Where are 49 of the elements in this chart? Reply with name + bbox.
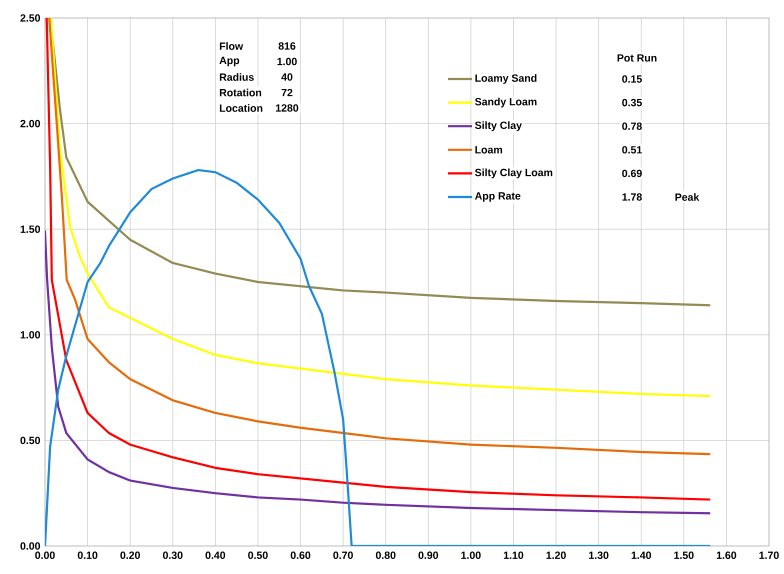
x-tick-label: 0.90	[418, 552, 438, 559]
annotation: 0.69	[622, 170, 642, 178]
annotation: Rotation	[220, 88, 262, 96]
y-tick-label: 2.00	[20, 120, 40, 128]
annotation: App	[219, 56, 240, 66]
annotation: 0.78	[622, 122, 642, 130]
y-tick-label: 0.50	[20, 436, 40, 444]
x-tick-label: 0.70	[333, 552, 353, 559]
x-tick-label: 1.30	[589, 552, 608, 559]
x-tick-label: 1.20	[546, 552, 566, 559]
annotation: 0.35	[622, 98, 642, 106]
annotation: 1.00	[277, 58, 297, 66]
annotation: 40	[281, 73, 292, 81]
annotation: Radius	[220, 73, 254, 81]
y-tick-label: 1.50	[20, 225, 40, 233]
annotation: 0.51	[622, 146, 642, 154]
annotation: 0.15	[622, 75, 642, 83]
y-tick-label: 1.00	[20, 331, 40, 339]
annotation: 1280	[276, 104, 298, 112]
x-tick-label: 0.20	[120, 552, 140, 559]
line-series	[45, 168, 710, 546]
x-tick-label: 1.40	[632, 552, 652, 559]
legend-label: App Rate	[474, 192, 520, 202]
x-tick-label: 0.40	[206, 552, 226, 559]
legend-label: Loamy Sand	[475, 74, 536, 84]
annotation: Pot Run	[618, 54, 656, 62]
x-tick-label: 1.10	[504, 552, 524, 559]
x-tick-label: 0.30	[162, 552, 183, 559]
x-tick-label: 0.50	[248, 552, 268, 559]
x-tick-label: 1.70	[759, 552, 779, 559]
x-tick-label: 0.60	[290, 552, 310, 559]
legend-label: Sandy Loam	[475, 98, 536, 108]
annotation: Peak	[675, 193, 700, 201]
x-tick-label: 1.60	[716, 552, 736, 559]
annotation: Flow	[220, 42, 244, 50]
legend-label: Silty Clay Loam	[475, 168, 552, 178]
legend-label: Silty Clay	[475, 121, 522, 132]
x-tick-label: 0.10	[78, 552, 98, 559]
annotation: Location	[220, 104, 262, 112]
x-tick-label: 0.00	[35, 552, 55, 559]
annotation: 816	[278, 42, 296, 50]
y-tick-label: 0.00	[20, 542, 40, 550]
x-tick-label: 1.00	[461, 552, 481, 559]
annotation: 1.78	[622, 193, 642, 201]
x-tick-label: 1.50	[674, 552, 694, 559]
x-tick-label: 0.80	[376, 552, 396, 559]
annotation: 72	[282, 88, 292, 96]
y-tick-label: 2.50	[20, 14, 40, 22]
legend-label: Loam	[475, 146, 502, 154]
